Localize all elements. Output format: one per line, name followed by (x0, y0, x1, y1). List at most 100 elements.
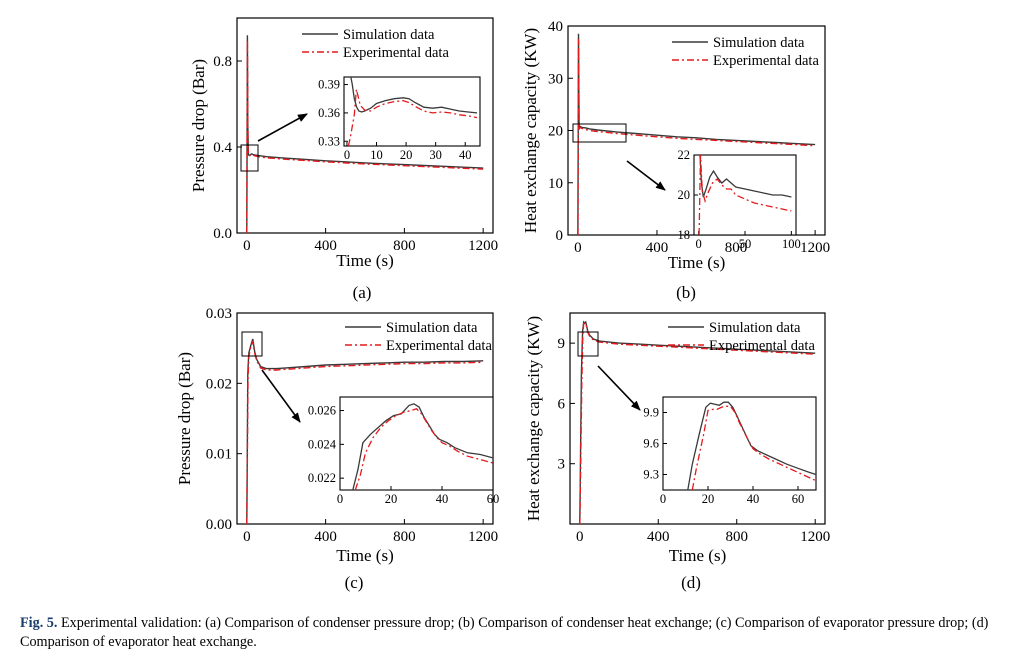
x-tick-label: 800 (393, 529, 416, 545)
x-tick-label: 1200 (800, 240, 830, 256)
x-tick-label: 400 (314, 238, 337, 254)
figure-caption: Fig. 5. Experimental validation: (a) Com… (20, 614, 995, 652)
inset-frame (343, 76, 481, 147)
x-tick-label: 1200 (468, 529, 498, 545)
inset-x-tick-label: 40 (747, 492, 760, 506)
inset-x-tick-label: 0 (660, 492, 666, 506)
x-tick-label: 0 (243, 529, 251, 545)
y-axis-label: Heat exchange capacity (KW) (521, 28, 540, 233)
inset-y-tick-label: 0.33 (318, 134, 340, 148)
inset-x-tick-label: 50 (739, 237, 752, 251)
y-tick-label: 20 (548, 124, 563, 140)
y-tick-label: 6 (558, 396, 566, 412)
x-tick-label: 1200 (800, 529, 830, 545)
zoom-arrow (626, 160, 666, 191)
inset-y-tick-label: 0.39 (318, 78, 340, 92)
series-line-experimental (246, 39, 484, 233)
inset-y-tick-label: 18 (678, 228, 691, 242)
inset-x-tick-label: 60 (487, 492, 500, 506)
inset-x-tick-label: 40 (459, 148, 472, 162)
plot-frame (569, 312, 826, 525)
y-tick-label: 0.8 (213, 54, 232, 70)
series-line-simulation (699, 155, 792, 198)
plot-frame (236, 17, 494, 234)
legend-entry: Experimental data (713, 53, 819, 69)
legend-entry: Simulation data (713, 35, 805, 51)
inset-x-tick-label: 20 (385, 492, 398, 506)
zoom-region-box (240, 144, 259, 172)
inset-y-tick-label: 9.6 (643, 437, 659, 451)
series-line-simulation (579, 320, 816, 524)
inset-x-tick-label: 20 (400, 148, 413, 162)
caption-text: Experimental validation: (a) Comparison … (20, 615, 989, 650)
y-tick-label: 10 (548, 176, 563, 192)
legend-entry: Experimental data (343, 45, 449, 61)
inset-x-tick-label: 0 (696, 237, 702, 251)
inset-chart: 0 20 40 60 0.022 0.024 0.026 (308, 396, 500, 506)
inset-x-tick-label: 40 (436, 492, 449, 506)
inset-x-tick-label: 20 (702, 492, 715, 506)
legend-entry: Experimental data (386, 338, 492, 354)
x-tick-label: 1200 (468, 238, 498, 254)
panel-label: (b) (676, 283, 696, 302)
legend-entry: Simulation data (386, 320, 478, 336)
legend-entry: Simulation data (343, 27, 435, 43)
caption-lead: Fig. 5. (20, 615, 58, 631)
inset-y-tick-label: 9.9 (643, 406, 659, 420)
panel-label: (a) (353, 283, 372, 302)
x-tick-label: 400 (646, 240, 669, 256)
legend: Simulation data Experimental data (668, 320, 815, 354)
inset-frame (662, 396, 817, 491)
y-tick-label: 30 (548, 71, 563, 87)
legend-entry: Experimental data (709, 338, 815, 354)
x-axis-label: Time (s) (336, 251, 393, 270)
y-axis-label: Pressure drop (Bar) (175, 352, 194, 485)
zoom-arrow (261, 369, 301, 423)
legend: Simulation data Experimental data (672, 35, 819, 69)
x-tick-label: 800 (393, 238, 416, 254)
x-tick-label: 800 (725, 240, 748, 256)
zoom-arrow (597, 365, 641, 411)
inset-x-tick-label: 60 (792, 492, 805, 506)
x-tick-label: 0 (574, 240, 582, 256)
inset-chart: 0 50 100 18 20 22 (678, 148, 801, 251)
legend-entry: Simulation data (709, 320, 801, 336)
y-tick-label: 0.0 (213, 226, 232, 242)
inset-y-tick-label: 0.022 (308, 471, 336, 485)
inset-y-tick-label: 22 (678, 148, 691, 162)
y-tick-label: 0 (556, 228, 564, 244)
inset-y-tick-label: 20 (678, 188, 691, 202)
panel-label: (d) (681, 573, 701, 592)
legend: Simulation data Experimental data (302, 27, 449, 61)
zoom-region-box (241, 331, 263, 357)
inset-y-tick-label: 9.3 (643, 468, 659, 482)
y-tick-label: 0.02 (206, 376, 232, 392)
x-axis-label: Time (s) (669, 546, 726, 565)
legend: Simulation data Experimental data (345, 320, 492, 354)
series-line-experimental (698, 155, 792, 235)
y-tick-label: 0.4 (213, 140, 232, 156)
y-tick-label: 0.00 (206, 517, 232, 533)
inset-y-tick-label: 0.026 (308, 404, 336, 418)
y-tick-label: 40 (548, 19, 563, 35)
x-tick-label: 800 (725, 529, 748, 545)
x-tick-label: 400 (314, 529, 337, 545)
y-tick-label: 9 (558, 336, 566, 352)
zoom-arrow (257, 113, 308, 142)
x-axis-label: Time (s) (336, 546, 393, 565)
x-tick-label: 0 (243, 238, 251, 254)
zoom-region-box (577, 331, 599, 357)
series-line-experimental (579, 322, 816, 524)
inset-x-tick-label: 10 (370, 148, 383, 162)
inset-y-tick-label: 0.36 (318, 106, 340, 120)
inset-chart: 0 20 40 60 9.3 9.6 9.9 (643, 396, 817, 506)
inset-x-tick-label: 0 (344, 148, 350, 162)
series-line-experimental (347, 89, 478, 146)
inset-chart: 0 10 20 30 40 0.33 0.36 0.39 (318, 76, 481, 162)
series-line-simulation (350, 77, 478, 114)
inset-x-tick-label: 30 (429, 148, 442, 162)
